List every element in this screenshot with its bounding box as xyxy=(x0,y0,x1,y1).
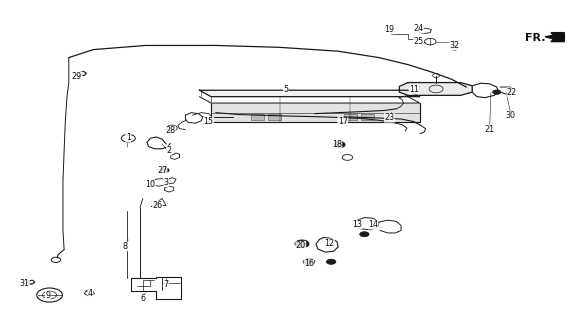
Circle shape xyxy=(360,232,369,237)
Circle shape xyxy=(326,259,336,264)
Text: 22: 22 xyxy=(507,88,517,97)
Bar xyxy=(268,114,281,120)
Text: 7: 7 xyxy=(164,280,168,289)
Polygon shape xyxy=(545,33,564,42)
Text: 32: 32 xyxy=(449,41,460,50)
Text: 8: 8 xyxy=(123,242,128,251)
Bar xyxy=(361,114,374,120)
Text: 5: 5 xyxy=(283,85,288,94)
Text: 25: 25 xyxy=(413,37,424,46)
Circle shape xyxy=(160,168,169,173)
Text: 10: 10 xyxy=(145,180,156,189)
Text: 24: 24 xyxy=(413,24,424,33)
Text: 17: 17 xyxy=(338,117,348,126)
Text: 15: 15 xyxy=(203,117,214,126)
Text: 4: 4 xyxy=(88,289,93,298)
Bar xyxy=(251,114,264,120)
Text: 28: 28 xyxy=(165,126,175,135)
Text: 19: 19 xyxy=(384,25,395,34)
Text: 31: 31 xyxy=(19,279,30,288)
Text: 26: 26 xyxy=(152,201,163,210)
Text: 12: 12 xyxy=(324,239,335,248)
Text: 30: 30 xyxy=(505,111,516,120)
Text: 21: 21 xyxy=(484,125,495,134)
Text: 14: 14 xyxy=(368,220,378,229)
Text: 23: 23 xyxy=(384,113,395,122)
Text: 20: 20 xyxy=(296,241,306,250)
Text: 27: 27 xyxy=(157,166,167,175)
Text: 1: 1 xyxy=(126,133,131,142)
Polygon shape xyxy=(211,103,420,122)
Text: 6: 6 xyxy=(141,294,145,303)
Text: FR.: FR. xyxy=(525,33,545,43)
Text: 2: 2 xyxy=(167,146,171,155)
Text: 18: 18 xyxy=(332,140,342,149)
Circle shape xyxy=(333,141,345,148)
Circle shape xyxy=(493,90,501,94)
Text: 16: 16 xyxy=(304,259,314,268)
Text: 3: 3 xyxy=(164,178,168,187)
Text: 13: 13 xyxy=(352,220,362,229)
Text: 11: 11 xyxy=(409,85,419,94)
Bar xyxy=(344,114,357,120)
Polygon shape xyxy=(399,83,472,95)
Text: 9: 9 xyxy=(45,292,50,300)
Polygon shape xyxy=(199,90,420,97)
Text: 29: 29 xyxy=(72,72,82,81)
Circle shape xyxy=(295,240,309,248)
Circle shape xyxy=(303,259,315,265)
